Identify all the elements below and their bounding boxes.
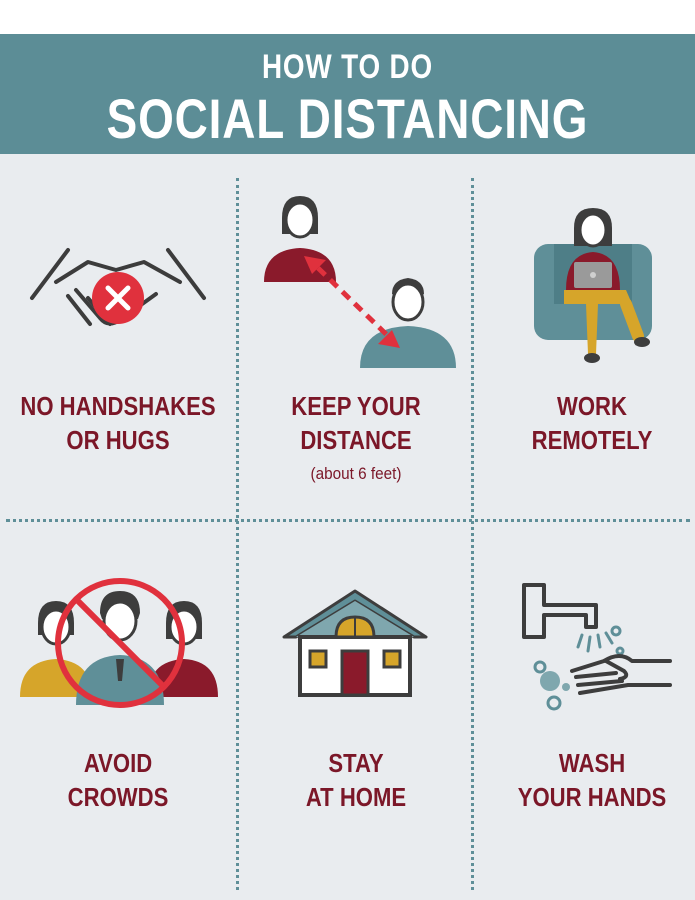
divider-horizontal [6, 519, 690, 522]
tip-label-line1: WASH [558, 748, 626, 778]
work-remotely-icon [534, 208, 652, 363]
tip-label-line2: CROWDS [67, 782, 169, 812]
tip-label-line1: WORK [557, 391, 627, 421]
tip-keep-distance: KEEP YOUR DISTANCE (about 6 feet) [240, 160, 472, 515]
tip-label-line2: REMOTELY [531, 425, 653, 455]
no-handshake-icon [30, 248, 206, 326]
top-margin [0, 0, 695, 34]
tip-wash-hands: WASH YOUR HANDS [476, 525, 695, 885]
no-crowd-icon [20, 578, 218, 708]
tip-stay-at-home: STAY AT HOME [240, 525, 472, 885]
divider-vertical-right [471, 178, 474, 890]
tip-label-line1: AVOID [83, 748, 153, 778]
hand-washing-icon [522, 583, 672, 711]
house-icon [282, 589, 428, 697]
tip-label-line2: YOUR HANDS [517, 782, 667, 812]
banner-title: SOCIAL DISTANCING [106, 87, 589, 150]
tip-avoid-crowds: AVOID CROWDS [2, 525, 234, 885]
tip-note: (about 6 feet) [310, 464, 402, 483]
tip-label-line2: OR HUGS [66, 425, 170, 455]
banner-subtitle: HOW TO DO [261, 48, 434, 86]
tip-label-line1: NO HANDSHAKES [20, 391, 216, 421]
tip-work-remotely: WORK REMOTELY [476, 160, 695, 515]
tip-label-line1: STAY [328, 748, 384, 778]
tip-label-line1: KEEP YOUR [291, 391, 421, 421]
keep-distance-icon [264, 196, 456, 368]
tip-label-line2: AT HOME [305, 782, 407, 812]
tip-label-line2: DISTANCE [300, 425, 412, 455]
title-banner: HOW TO DO SOCIAL DISTANCING [0, 34, 695, 154]
tip-no-handshakes: NO HANDSHAKES OR HUGS [2, 160, 234, 515]
divider-vertical-left [236, 178, 239, 890]
